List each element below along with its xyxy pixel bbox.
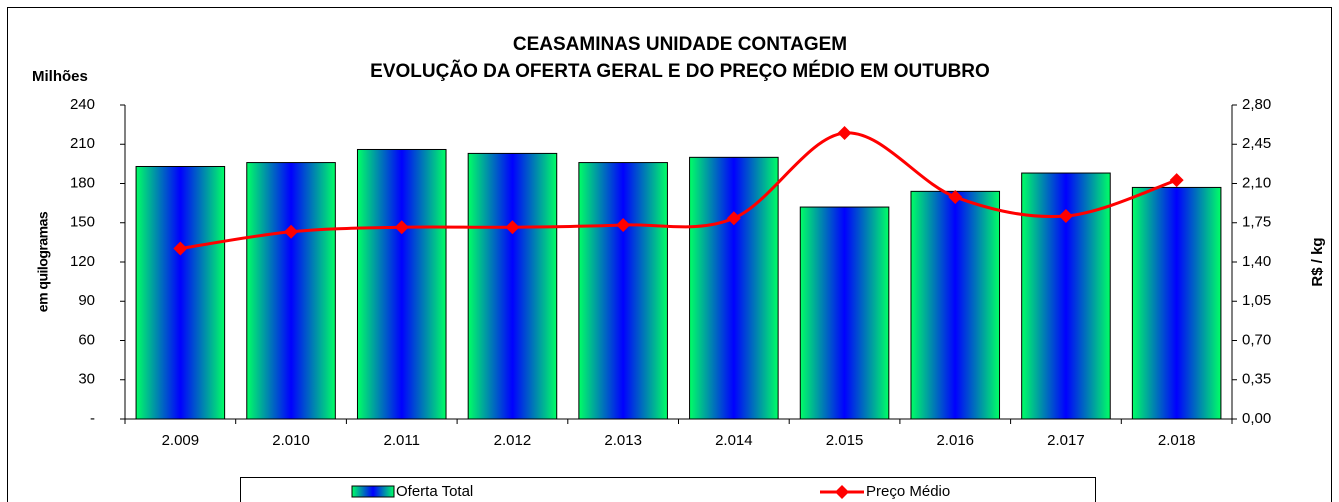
y2-tick-label: 2,10 xyxy=(1242,174,1271,191)
price-marker xyxy=(1058,209,1073,224)
y2-tick-label: 1,40 xyxy=(1242,253,1271,270)
y2-tick-label: 1,05 xyxy=(1242,292,1271,309)
bar xyxy=(135,165,226,420)
price-marker xyxy=(616,217,631,232)
price-marker xyxy=(726,211,741,226)
y-axis-title: em quilogramas xyxy=(35,211,51,312)
price-marker xyxy=(394,220,409,235)
y-tick-label: - xyxy=(90,410,95,427)
y-tick-label: 180 xyxy=(70,174,95,191)
y-tick-label: 120 xyxy=(70,253,95,270)
y2-tick-label: 0,35 xyxy=(1242,371,1271,388)
x-tick-label: 2.012 xyxy=(494,432,532,449)
x-tick-label: 2.009 xyxy=(162,432,200,449)
x-tick-label: 2.017 xyxy=(1047,432,1085,449)
y-tick-label: 60 xyxy=(78,331,95,348)
x-tick-label: 2.010 xyxy=(272,432,310,449)
bar xyxy=(1131,186,1222,420)
bar xyxy=(246,162,336,420)
x-tick-label: 2.018 xyxy=(1158,432,1196,449)
y-tick-label: 150 xyxy=(70,214,95,231)
chart-subtitle: EVOLUÇÃO DA OFERTA GERAL E DO PREÇO MÉDI… xyxy=(370,60,990,82)
y-unit-label: Milhões xyxy=(32,68,88,85)
x-tick-label: 2.014 xyxy=(715,432,753,449)
price-marker xyxy=(284,224,299,239)
y2-axis-title: R$ / kg xyxy=(1309,237,1326,286)
price-marker xyxy=(837,126,852,141)
x-tick-label: 2.016 xyxy=(936,432,974,449)
legend-marker xyxy=(835,485,849,499)
chart-title: CEASAMINAS UNIDADE CONTAGEM xyxy=(513,34,847,55)
y2-tick-label: 0,00 xyxy=(1242,410,1271,427)
frame xyxy=(7,7,1332,502)
price-marker xyxy=(173,241,188,256)
y-tick-label: 210 xyxy=(70,135,95,152)
y-tick-label: 30 xyxy=(78,371,95,388)
legend-swatch xyxy=(351,485,395,498)
legend-label: Preço Médio xyxy=(866,483,950,500)
price-marker xyxy=(948,189,963,204)
x-tick-label: 2.011 xyxy=(384,432,420,449)
bar xyxy=(689,156,779,420)
bar xyxy=(578,162,668,420)
bar xyxy=(356,148,447,420)
y2-tick-label: 2,80 xyxy=(1242,96,1271,113)
y2-tick-label: 0,70 xyxy=(1242,331,1271,348)
y2-tick-label: 1,75 xyxy=(1242,214,1271,231)
price-marker xyxy=(505,220,520,235)
price-line xyxy=(180,131,1178,251)
bar xyxy=(467,152,558,420)
x-tick-label: 2.013 xyxy=(604,432,642,449)
y-tick-label: 240 xyxy=(70,96,95,113)
bar xyxy=(910,190,1001,420)
bar xyxy=(799,206,890,420)
legend-label: Oferta Total xyxy=(396,483,473,500)
y2-tick-label: 2,45 xyxy=(1242,135,1271,152)
price-marker xyxy=(1169,173,1184,188)
y-tick-label: 90 xyxy=(78,292,95,309)
x-tick-label: 2.015 xyxy=(826,432,864,449)
